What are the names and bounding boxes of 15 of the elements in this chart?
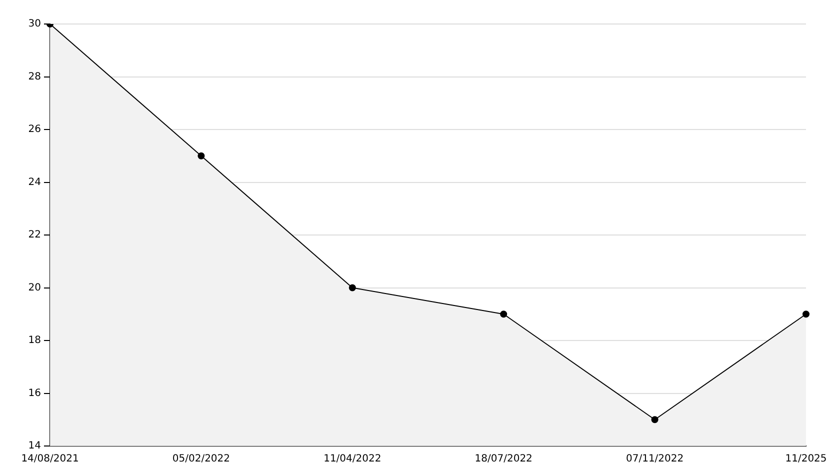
y-tick-label: 14 (28, 440, 41, 452)
x-tick-label: 05/02/2022 (172, 454, 230, 465)
x-tick-label: 11/04/2022 (324, 454, 382, 465)
y-tick-label: 16 (28, 388, 41, 399)
y-tick-label: 20 (28, 282, 41, 294)
y-tick-label: 18 (28, 335, 41, 346)
x-tick-label: 18/07/2022 (474, 454, 532, 465)
x-tick-label: 07/11/2022 (626, 454, 684, 465)
x-tick-label: 14/08/2021 (21, 454, 79, 465)
y-tick-label: 22 (28, 230, 41, 241)
x-tick-label: 11/2025 (785, 454, 827, 465)
y-tick-label: 26 (28, 124, 41, 136)
y-tick-label: 24 (28, 176, 41, 188)
y-tick-label: 28 (28, 71, 41, 82)
y-tick-label: 30 (28, 18, 41, 30)
